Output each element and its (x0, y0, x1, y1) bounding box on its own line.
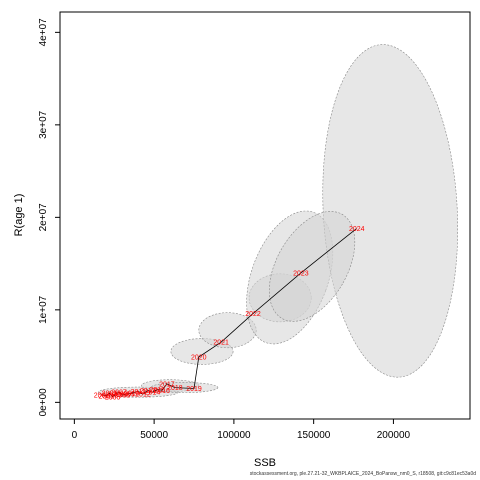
year-label-2021: 2021 (213, 340, 229, 347)
confidence-ellipse-9 (269, 211, 356, 322)
year-label-2020: 2020 (191, 355, 207, 362)
confidence-ellipse-8 (322, 44, 459, 378)
year-label-2022: 2022 (245, 311, 261, 318)
year-label-2011: 2011 (131, 389, 146, 396)
year-label-2018: 2018 (167, 385, 183, 392)
x-tick-label-1: 50000 (140, 430, 168, 441)
year-label-2015: 2015 (150, 387, 166, 394)
x-tick-label-0: 0 (72, 430, 78, 441)
confidence-ellipses (97, 44, 459, 398)
y-tick-label-3: 3e+07 (38, 110, 49, 139)
x-tick-label-3: 150000 (297, 430, 331, 441)
year-label-2013: 2013 (140, 388, 156, 395)
y-tick-label-0: 0e+00 (38, 388, 49, 417)
trajectory-line-group (101, 228, 357, 398)
year-label-2009: 2009 (119, 392, 135, 399)
year-label-2006: 2006 (108, 392, 124, 399)
trajectory-line (101, 228, 357, 398)
x-tick-label-4: 200000 (377, 430, 411, 441)
y-axis-title: R(age 1) (13, 194, 25, 237)
confidence-ellipse-3 (150, 382, 219, 393)
y-tick-label-1: 1e+07 (38, 295, 49, 324)
year-label-2007: 2007 (111, 390, 127, 397)
year-labels: 2002200320042005200620072008200920102011… (94, 226, 365, 401)
footer-note: stockassessment.org, ple.27.21-32_WKBPLA… (249, 471, 476, 477)
year-label-2019: 2019 (186, 386, 202, 393)
year-label-2003: 2003 (98, 393, 114, 400)
year-label-2005: 2005 (105, 394, 121, 401)
x-axis: 0 50000 100000 150000 200000 (72, 418, 411, 441)
x-axis-title: SSB (254, 457, 276, 469)
year-label-2010: 2010 (124, 391, 140, 398)
year-label-2016: 2016 (154, 388, 170, 395)
y-tick-label-2: 2e+07 (38, 203, 49, 232)
year-label-2023: 2023 (293, 270, 309, 277)
year-label-2017: 2017 (159, 381, 175, 388)
year-label-2024: 2024 (349, 226, 365, 233)
year-label-2002: 2002 (94, 392, 110, 399)
y-tick-label-4: 4e+07 (38, 18, 49, 47)
year-label-2004: 2004 (102, 391, 118, 398)
x-tick-label-2: 100000 (217, 430, 251, 441)
year-label-2012: 2012 (135, 392, 151, 399)
year-label-2008: 2008 (114, 392, 130, 399)
y-axis: 0e+00 1e+07 2e+07 3e+07 4e+07 (38, 18, 61, 417)
year-label-2014: 2014 (145, 390, 161, 397)
